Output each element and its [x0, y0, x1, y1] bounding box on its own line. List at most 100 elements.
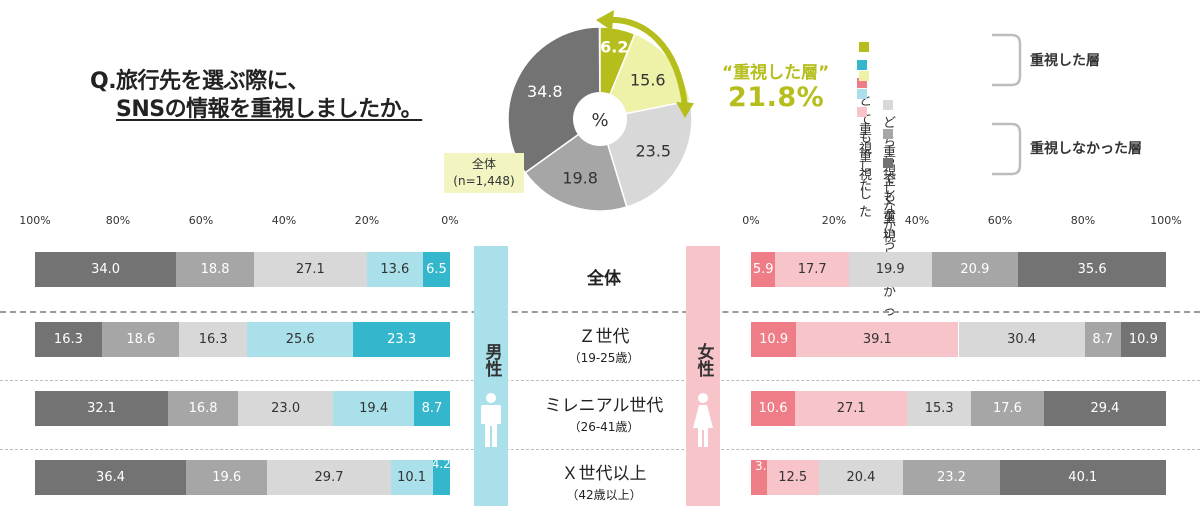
- legend-brackets: [992, 33, 1022, 176]
- bar-value-label: 23.0: [271, 401, 301, 416]
- bar-segment-neutral: 19.9: [848, 252, 932, 287]
- bar-value-label: 17.6: [992, 401, 1022, 416]
- row-separator: [0, 449, 1200, 450]
- bar-value-label: 23.3: [387, 332, 417, 347]
- row-label-sub: （19-25歳）: [568, 351, 640, 365]
- right-axis-tick: 0%: [742, 214, 760, 227]
- bar-value-label: 25.6: [285, 332, 315, 347]
- bar-value-label: 20.9: [960, 262, 990, 277]
- pie-label-not-at-all: 34.8: [527, 82, 563, 101]
- bar-segment-strong: 23.3: [353, 322, 450, 357]
- bar-value-label: 18.8: [200, 262, 230, 277]
- right-axis-tick: 80%: [1070, 214, 1096, 227]
- row-label-sub: （42歳以上）: [566, 488, 642, 502]
- legend-item-strong: とても重視した: [857, 39, 872, 220]
- row-label-millennial: ミレニアル世代 （26-41歳）: [540, 391, 668, 435]
- bar-segment-strong: 5.9: [751, 252, 776, 287]
- bar-segment-neutral: 16.3: [179, 322, 248, 357]
- bar-value-label: 8.7: [1092, 332, 1114, 347]
- bar-value-label: 15.3: [924, 401, 954, 416]
- bar-segment-not-much: 23.2: [903, 460, 1000, 495]
- bar-value-label: 4.2: [431, 457, 451, 471]
- left-axis-tick: 20%: [354, 214, 380, 227]
- bar-segment-neutral: 15.3: [907, 391, 971, 426]
- bar-segment-some: 19.4: [333, 391, 414, 426]
- bar-segment-some: 12.5: [766, 460, 819, 495]
- pie-slice-not-at-all: [507, 26, 601, 174]
- female-person-icon: [693, 393, 713, 447]
- row-separator-main: [0, 311, 1200, 313]
- left-axis-tick: 100%: [19, 214, 51, 227]
- legend-swatch-not-much: [883, 128, 893, 139]
- bar-value-label: 32.1: [87, 401, 117, 416]
- bar-segment-not-at-all: 35.6: [1018, 252, 1166, 287]
- female-band-label: 女性: [693, 343, 714, 377]
- row-label-main: Ｚ世代: [578, 327, 630, 347]
- bar-segment-not-at-all: 16.3: [34, 322, 103, 357]
- bar-segment-not-at-all: 10.9: [1120, 322, 1166, 357]
- bar-value-label: 36.4: [96, 470, 125, 485]
- bar-value-label: 27.1: [295, 262, 325, 277]
- bar-segment-not-much: 18.6: [102, 322, 180, 357]
- legend-label-not-much: 重視しなかった: [883, 145, 897, 271]
- emphasis-arc-arrow: [596, 10, 694, 118]
- bar-segment-some: 17.7: [775, 252, 849, 287]
- row-separator: [0, 380, 1200, 381]
- bar-value-label: 19.9: [875, 262, 905, 277]
- row-label-genx: Ｘ世代以上 （42歳以上）: [540, 459, 668, 503]
- bar-segment-not-much: 19.6: [186, 460, 268, 495]
- emphasis-value: 21.8%: [728, 82, 825, 113]
- bar-segment-not-much: 20.9: [931, 252, 1019, 287]
- left-axis-tick: 0%: [441, 214, 459, 227]
- row-label-main: Ｘ世代以上: [561, 464, 647, 484]
- bar-segment-neutral: 30.4: [958, 322, 1085, 357]
- bar-segment-some: 39.1: [796, 322, 959, 357]
- bar-segment-some: 13.6: [366, 252, 424, 287]
- legend-item-some: 重視した: [857, 68, 872, 194]
- bar-segment-neutral: 27.1: [254, 252, 367, 287]
- bar-segment-not-at-all: 40.1: [999, 460, 1166, 495]
- legend-swatch-strong-blue: [857, 59, 867, 70]
- bar-segment-neutral: 23.0: [237, 391, 334, 426]
- group-label-not-valued: 重視しなかった層: [1030, 141, 1142, 157]
- pie-center-label: %: [591, 110, 608, 131]
- bar-value-label: 20.4: [846, 470, 876, 485]
- bar-segment-not-at-all: 29.4: [1043, 391, 1166, 426]
- legend-swatch-strong-yellow: [859, 41, 869, 52]
- legend-swatch-some-blue: [857, 88, 867, 99]
- bar-value-label: 18.6: [126, 332, 156, 347]
- right-axis-tick: 20%: [821, 214, 847, 227]
- bar-segment-strong: 3.8: [751, 459, 774, 495]
- bar-value-label: 30.4: [1007, 332, 1037, 347]
- bar-value-label: 16.3: [53, 332, 83, 347]
- legend-item-not-at-all: 全く重視しなかった: [883, 155, 896, 337]
- legend-item-not-much: 重視しなかった: [883, 126, 896, 271]
- bar-segment-not-much: 16.8: [168, 391, 238, 426]
- bar-value-label: 13.6: [380, 262, 410, 277]
- bar-value-label: 23.2: [936, 470, 966, 485]
- bar-value-label: 39.1: [862, 332, 892, 347]
- bar-value-label: 17.7: [797, 262, 827, 277]
- right-axis-tick: 40%: [904, 214, 930, 227]
- bar-segment-strong: 10.9: [751, 322, 797, 357]
- female-band: 女性: [686, 246, 720, 506]
- bar-value-label: 16.3: [198, 332, 228, 347]
- bar-value-label: 10.9: [1128, 332, 1158, 347]
- row-label-main: 全体: [587, 269, 621, 289]
- bar-value-label: 8.7: [421, 401, 443, 416]
- bar-value-label: 29.7: [314, 470, 344, 485]
- bar-segment-strong: 10.6: [751, 391, 795, 426]
- left-axis-tick: 40%: [271, 214, 297, 227]
- row-label-total: 全体: [540, 264, 668, 289]
- legend-swatch-strong-pink: [857, 77, 867, 88]
- group-label-valued: 重視した層: [1030, 53, 1100, 69]
- pie-label-strong: 6.2: [600, 37, 628, 56]
- total-sample-n: (n=1,448): [453, 174, 515, 188]
- legend-swatch-some-pink: [857, 106, 867, 117]
- legend-swatch-neutral: [883, 99, 893, 110]
- bar-segment-neutral: 29.7: [267, 460, 391, 495]
- bar-value-label: 6.5: [426, 262, 447, 277]
- question-title-line2: SNSの情報を重視しましたか。: [116, 97, 423, 122]
- row-label-genz: Ｚ世代 （19-25歳）: [540, 322, 668, 366]
- bar-value-label: 12.5: [778, 470, 808, 485]
